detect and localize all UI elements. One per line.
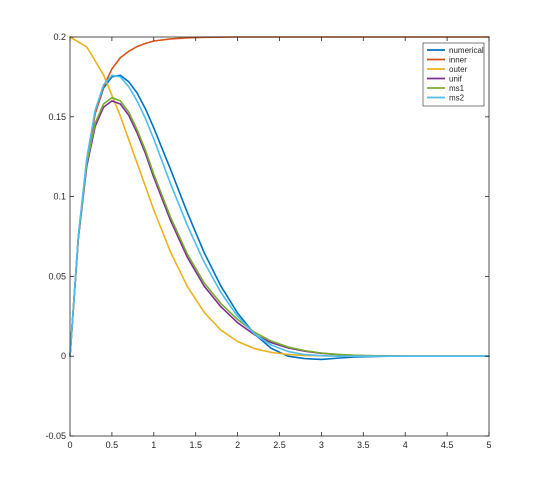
- x-tick-label: 2: [235, 440, 240, 450]
- x-tick-label: 0.5: [106, 440, 119, 450]
- x-tick-label: 2.5: [273, 440, 286, 450]
- y-tick-label: -0.05: [45, 431, 66, 441]
- x-tick-label: 1: [151, 440, 156, 450]
- x-tick-label: 0: [67, 440, 72, 450]
- y-tick-label: 0.05: [48, 271, 66, 281]
- legend-label-numerical: numerical: [449, 46, 484, 55]
- x-tick-label: 5: [486, 440, 491, 450]
- x-tick-label: 4: [403, 440, 408, 450]
- x-tick-label: 3: [319, 440, 324, 450]
- y-tick-label: 0.15: [48, 112, 66, 122]
- y-tick-label: 0: [61, 351, 66, 361]
- x-tick-label: 3.5: [357, 440, 370, 450]
- legend-label-outer: outer: [449, 65, 468, 74]
- legend-label-inner: inner: [449, 56, 467, 65]
- legend-label-unif: unif: [449, 75, 463, 84]
- legend-label-ms1: ms1: [449, 84, 465, 93]
- x-tick-label: 1.5: [189, 440, 202, 450]
- y-tick-label: 0.2: [53, 32, 66, 42]
- legend-label-ms2: ms2: [449, 94, 465, 103]
- x-tick-label: 4.5: [441, 440, 454, 450]
- y-tick-label: 0.1: [53, 192, 66, 202]
